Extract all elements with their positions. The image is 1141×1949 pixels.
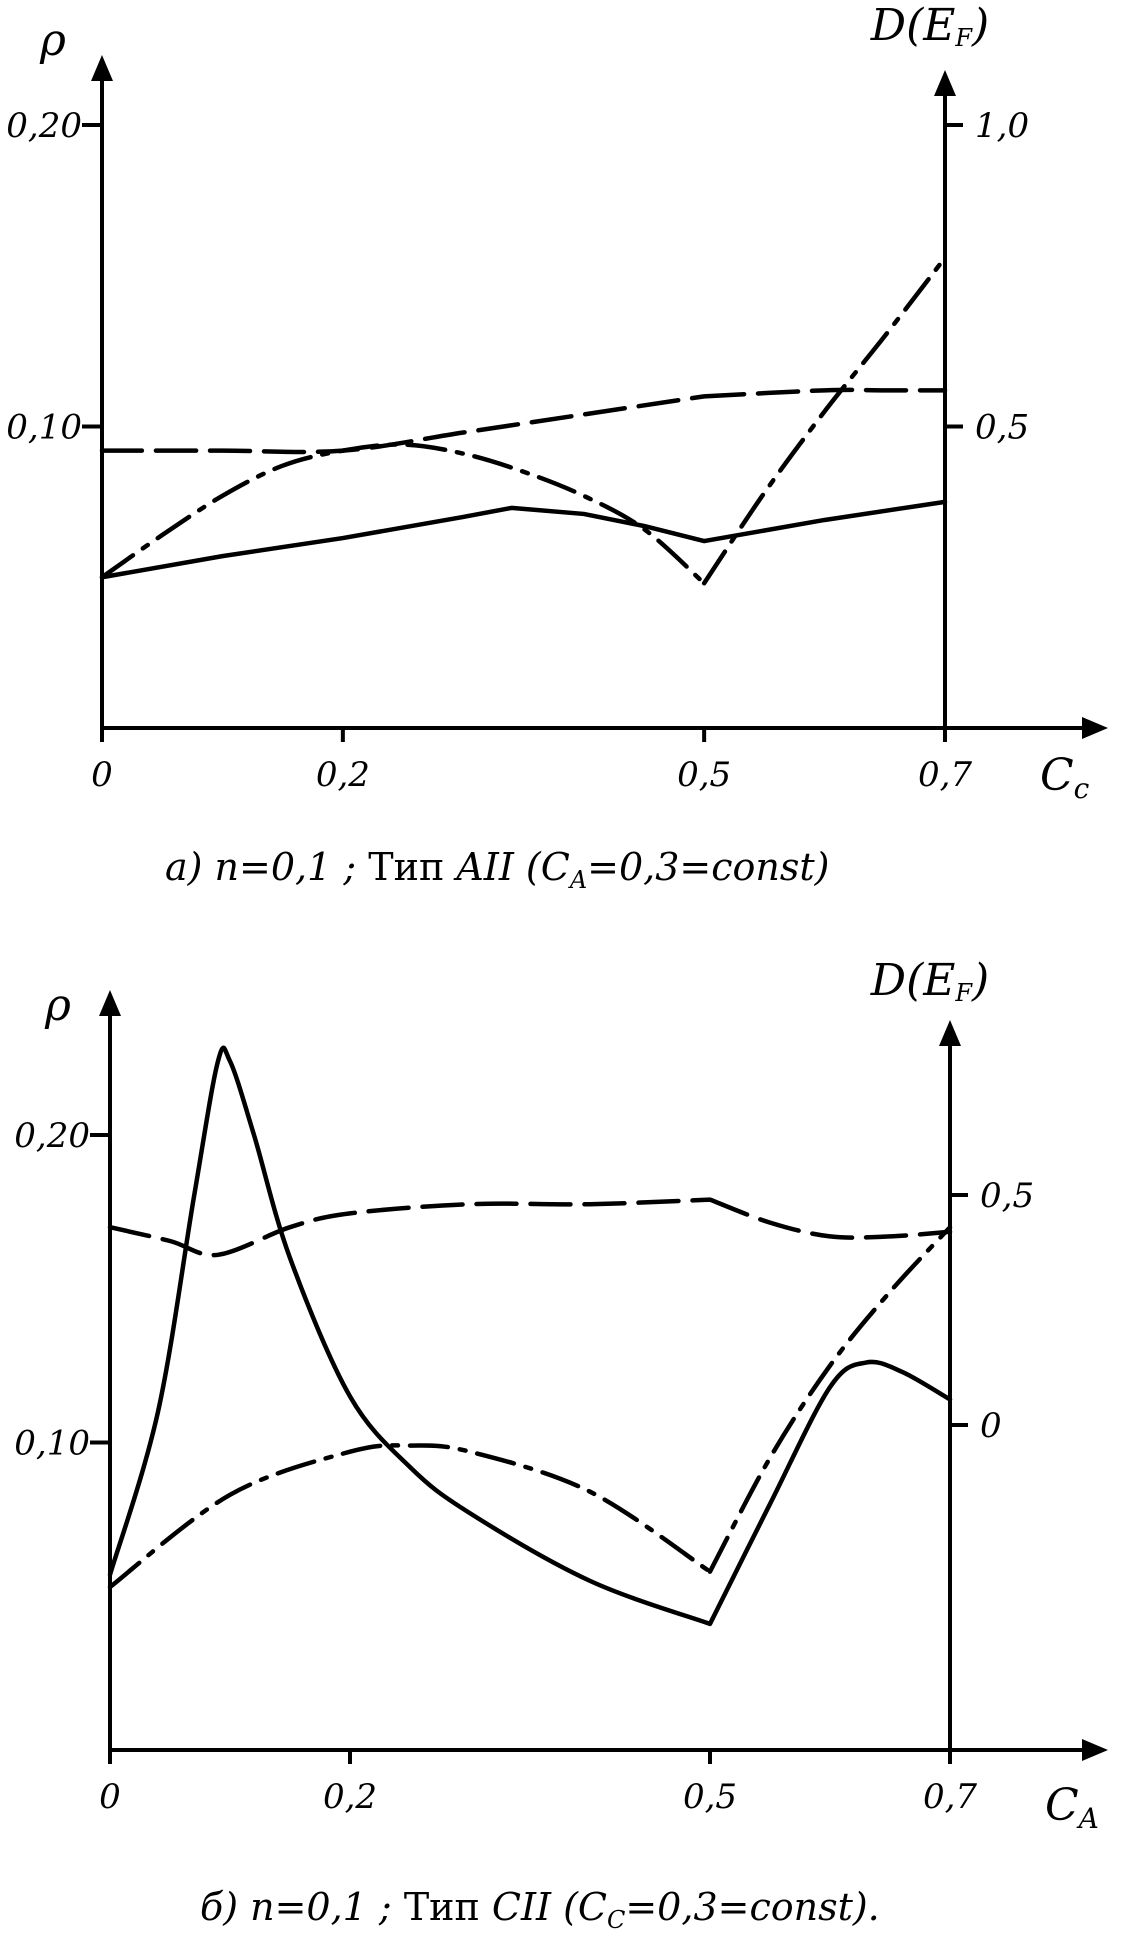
y-left-axis-title: ρ — [39, 15, 66, 66]
caption-type-name: СII (C — [480, 1885, 607, 1929]
x-axis-arrow — [1082, 717, 1108, 739]
caption-prefix: б) n=0,1 ; — [200, 1885, 404, 1929]
series-dashed-line — [107, 1197, 953, 1258]
y-right-axis-arrow — [939, 1020, 961, 1046]
y-left-tick-label: 0,10 — [6, 408, 82, 448]
x-tick-label: 0,7 — [923, 1777, 977, 1817]
x-tick-label: 0,2 — [323, 1777, 377, 1817]
x-axis-title-sub: A — [1076, 1802, 1099, 1835]
x-tick-label: 0 — [91, 755, 113, 795]
y-left-tick-label: 0,10 — [14, 1424, 90, 1464]
y-right-axis-title-sub: F — [954, 24, 973, 52]
y-left-axis-arrow — [99, 990, 121, 1016]
x-axis-arrow — [1082, 1739, 1108, 1761]
y-left-axis-title: ρ — [44, 980, 71, 1031]
x-tick-label: 0 — [99, 1777, 121, 1817]
series-dash-dot-line — [107, 1225, 953, 1590]
caption-sub: A — [568, 866, 587, 894]
caption-suffix: =0,3=const) — [587, 845, 829, 889]
y-left-axis-arrow — [91, 55, 113, 81]
x-tick-label: 0,2 — [316, 755, 370, 795]
x-axis-title: Cc — [1040, 750, 1090, 805]
x-tick-label: 0,5 — [683, 1777, 737, 1817]
y-right-axis-title: D(EF) — [870, 955, 989, 1007]
caption-type-word: Тип — [368, 845, 444, 889]
y-left-tick-label: 0,20 — [6, 106, 82, 146]
chart-panel-a: 0 0,2 0,5 0,7 0,10 0,20 0,5 1,0 Cc ρ D(EF) а) n=0,1… — [6, 0, 1108, 894]
x-axis-title-sub: c — [1074, 772, 1090, 805]
caption-type-word: Тип — [404, 1885, 480, 1929]
caption-sub: C — [607, 1906, 625, 1934]
y-right-tick-label: 0 — [980, 1406, 1002, 1446]
y-right-tick-label: 1,0 — [975, 106, 1029, 146]
series-solid-line — [99, 499, 948, 580]
x-tick-label: 0,5 — [677, 755, 731, 795]
x-axis-title: CA — [1045, 1780, 1099, 1835]
caption-prefix: а) n=0,1 ; — [165, 845, 368, 889]
y-right-axis-arrow — [934, 70, 956, 96]
y-right-axis-title-sub: F — [954, 979, 973, 1007]
y-right-axis-title-close: ) — [971, 955, 989, 1006]
y-right-tick-label: 0,5 — [975, 408, 1029, 448]
x-tick-label: 0,7 — [918, 755, 972, 795]
y-left-tick-label: 0,20 — [14, 1116, 90, 1156]
series-dashed-line — [99, 387, 948, 455]
y-right-tick-label: 0,5 — [980, 1176, 1034, 1216]
figure-caption: б) n=0,1 ; Тип СII (CC=0,3=const). — [200, 1885, 880, 1934]
series-solid-line — [107, 1045, 953, 1627]
y-right-axis-title: D(EF) — [870, 0, 989, 52]
caption-type-name: AII (C — [444, 845, 570, 889]
y-right-axis-title-close: ) — [971, 0, 989, 51]
figure-caption: а) n=0,1 ; Тип AII (CA=0,3=const) — [165, 845, 830, 894]
series-dash-dot-line — [99, 255, 948, 586]
caption-suffix: =0,3=const). — [625, 1885, 879, 1929]
